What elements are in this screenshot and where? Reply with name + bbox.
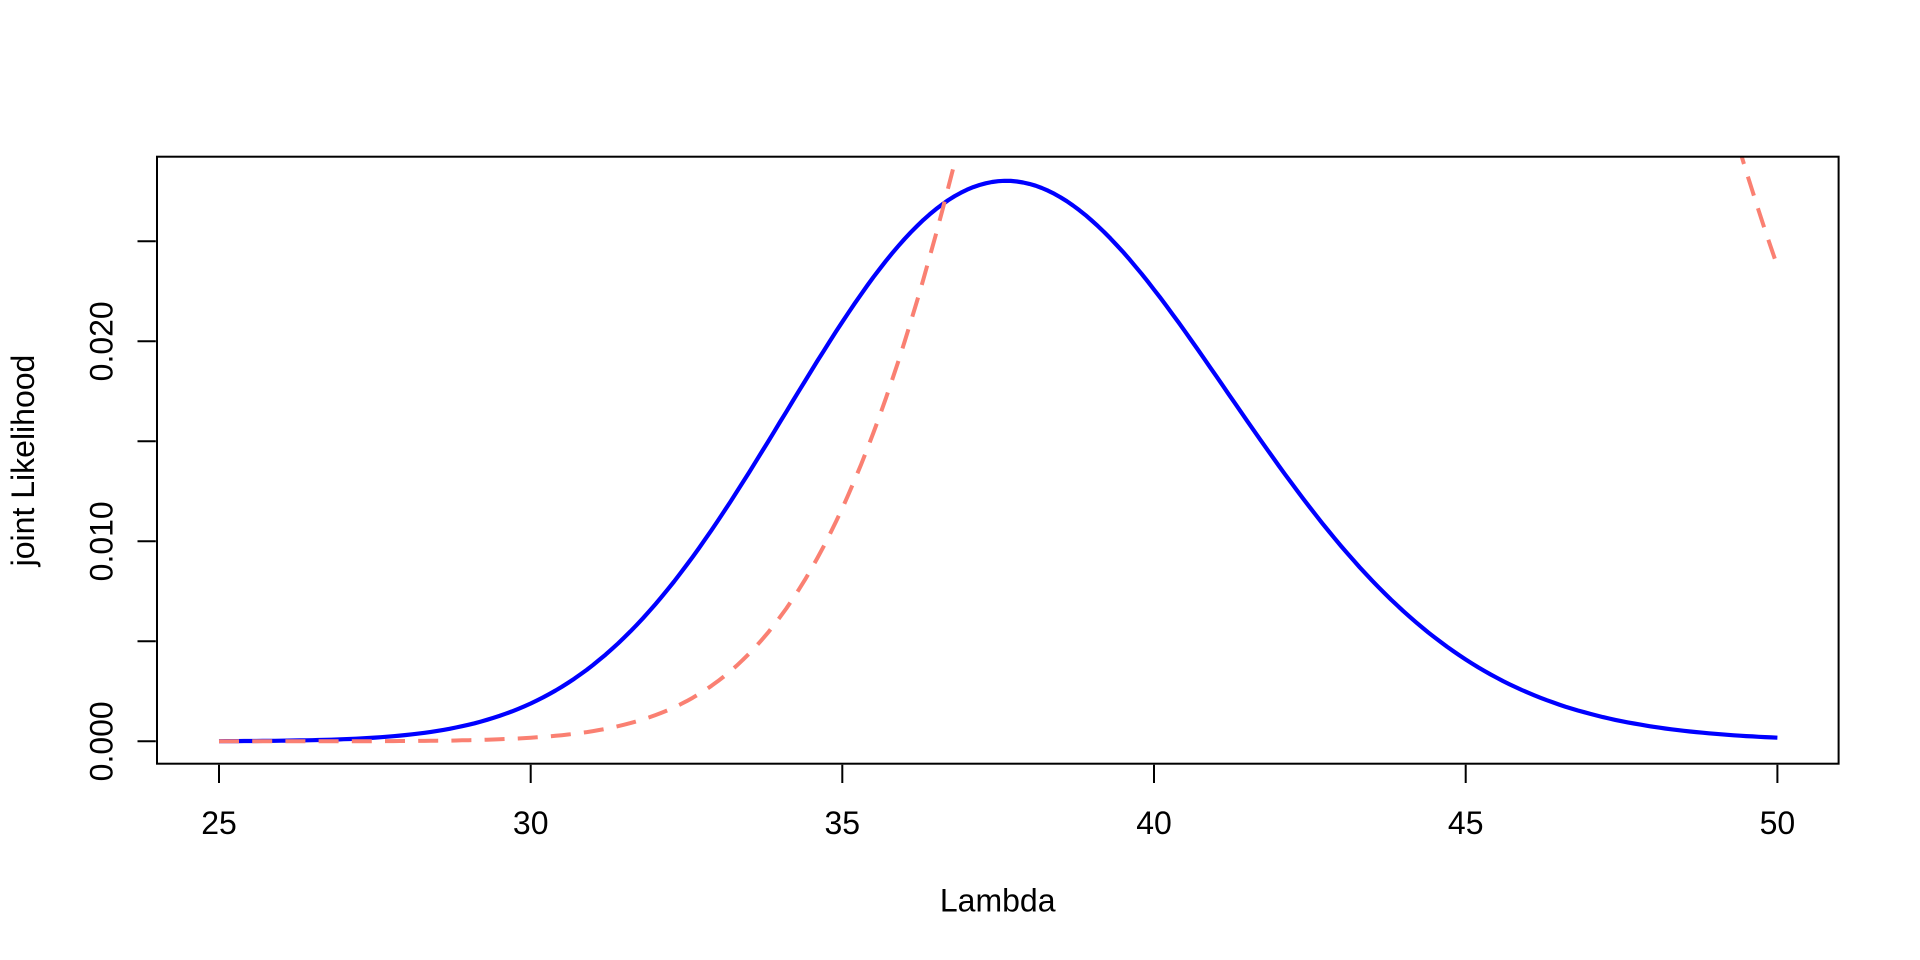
- svg-text:40: 40: [1136, 805, 1172, 841]
- svg-text:30: 30: [513, 805, 549, 841]
- svg-text:50: 50: [1760, 805, 1796, 841]
- svg-text:35: 35: [825, 805, 861, 841]
- svg-text:joint Likelihood: joint Likelihood: [5, 355, 41, 568]
- svg-text:0.000: 0.000: [84, 701, 120, 781]
- svg-text:25: 25: [201, 805, 237, 841]
- svg-text:45: 45: [1448, 805, 1484, 841]
- svg-text:0.020: 0.020: [84, 301, 120, 381]
- svg-text:Lambda: Lambda: [940, 883, 1056, 919]
- svg-text:0.010: 0.010: [84, 501, 120, 581]
